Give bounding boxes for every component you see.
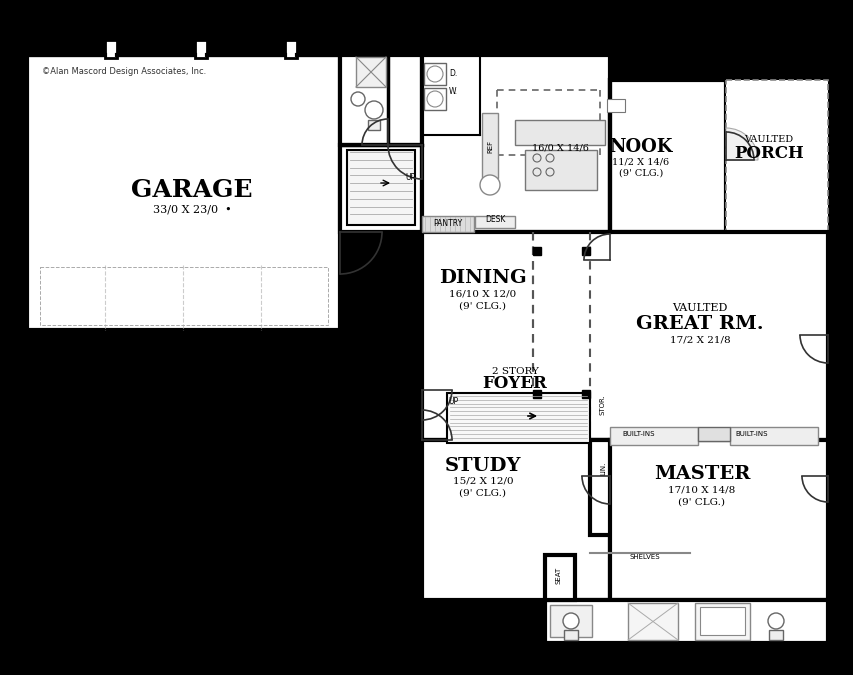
Text: 17/10 X 14/8: 17/10 X 14/8 [668,485,734,495]
Text: UP: UP [448,398,457,406]
Text: STUDY: STUDY [444,457,520,475]
Bar [697,427,729,441]
Text: DINING: DINING [438,269,526,287]
Bar [339,145,421,232]
Bar [768,630,782,640]
Circle shape [479,175,499,195]
Bar [423,63,445,85]
Bar [532,390,540,398]
Text: 15/2 X 12/0: 15/2 X 12/0 [452,477,513,485]
Text: MASTER: MASTER [653,465,749,483]
Text: (9' CLG.): (9' CLG.) [618,169,662,178]
Bar [609,427,697,445]
Bar [544,555,574,600]
Bar [27,55,339,330]
Bar [514,120,604,145]
Bar [421,55,609,232]
Circle shape [364,101,382,119]
Bar [532,247,540,255]
Bar [589,440,615,535]
Text: PANTRY: PANTRY [432,219,462,229]
Bar [346,150,415,225]
Text: W.: W. [448,88,457,97]
Bar [194,40,206,58]
Text: 33/0 X 23/0  •: 33/0 X 23/0 • [153,205,231,215]
Text: SHELVES: SHELVES [629,554,659,560]
Bar [699,607,744,635]
Text: 11/2 X 14/6: 11/2 X 14/6 [612,157,669,167]
Bar [40,267,328,325]
Text: GARAGE: GARAGE [131,178,252,202]
Text: 17/2 X 21/8: 17/2 X 21/8 [669,335,729,344]
Text: 16/10 X 12/0: 16/10 X 12/0 [449,290,516,298]
Bar [609,440,827,600]
Wedge shape [725,128,757,160]
Bar [525,150,596,190]
Bar [421,232,827,440]
Bar [725,80,827,232]
Circle shape [767,613,783,629]
Text: REF: REF [486,140,492,153]
Bar [421,440,609,600]
Circle shape [562,613,578,629]
Text: (9' CLG.): (9' CLG.) [459,489,506,497]
Text: ©Alan Mascord Design Associates, Inc.: ©Alan Mascord Design Associates, Inc. [42,67,206,76]
Bar [694,603,749,640]
Text: 16/0 X 14/6: 16/0 X 14/6 [531,144,588,153]
Text: FOYER: FOYER [482,375,547,392]
Bar [368,120,380,130]
Text: DESK: DESK [485,215,505,225]
Bar [423,88,445,110]
Bar [421,216,473,232]
Text: D.: D. [449,70,456,78]
Text: 2 STORY: 2 STORY [491,367,537,375]
Bar [627,603,677,640]
Text: (9' CLG.): (9' CLG.) [677,497,725,506]
Text: GREAT RM.: GREAT RM. [635,315,763,333]
Circle shape [351,92,364,106]
Text: (9' CLG.): (9' CLG.) [459,302,506,311]
Bar [339,55,421,145]
Bar [285,40,297,58]
Bar [606,99,624,112]
Bar [105,40,117,58]
Bar [356,57,386,87]
Text: UP: UP [404,173,415,182]
Text: BUILT-INS: BUILT-INS [735,431,768,437]
Bar [481,113,497,178]
Bar [581,247,589,255]
Bar [581,390,589,398]
Text: PORCH: PORCH [734,146,803,163]
Text: VAULTED: VAULTED [671,303,727,313]
Text: NOOK: NOOK [608,138,672,156]
Bar [549,605,591,637]
Bar [729,427,817,445]
Bar [544,600,827,643]
Text: SEAT: SEAT [555,566,561,584]
Bar [563,630,577,640]
Bar [609,80,725,232]
Text: STOR.: STOR. [600,395,606,415]
Text: BUILT-INS: BUILT-INS [622,431,654,437]
Text: VAULTED: VAULTED [744,136,792,144]
Bar [474,216,514,228]
Text: LIN.: LIN. [600,461,606,475]
Bar [446,393,589,443]
